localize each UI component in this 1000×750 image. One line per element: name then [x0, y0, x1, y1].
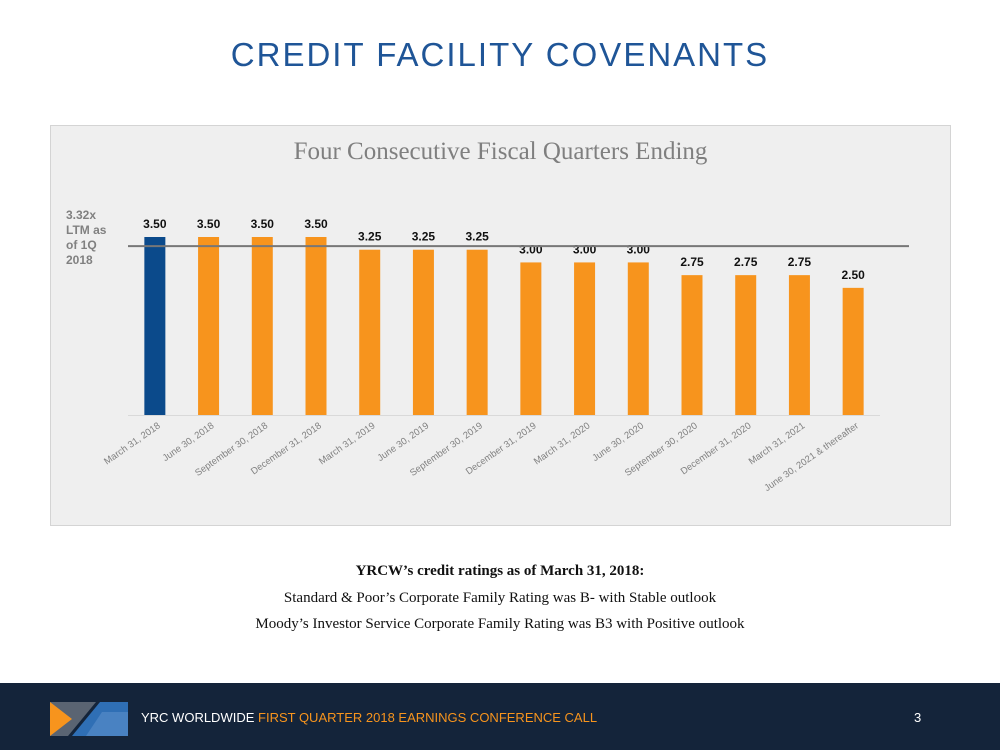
data-label: 3.25: [358, 230, 382, 244]
data-label: 3.25: [412, 230, 436, 244]
page-number: 3: [914, 710, 922, 725]
bar: [574, 262, 596, 415]
bar: [681, 275, 703, 415]
footer-company: YRC WORLDWIDE: [141, 710, 255, 725]
data-label: 3.00: [627, 242, 651, 256]
footer-caption: YRC WORLDWIDE FIRST QUARTER 2018 EARNING…: [141, 710, 597, 725]
bar: [842, 287, 864, 415]
category-label: March 31, 2019: [317, 420, 377, 467]
footer-event: FIRST QUARTER 2018 EARNINGS CONFERENCE C…: [258, 710, 598, 725]
data-label: 2.75: [788, 255, 812, 269]
category-label: June 30, 2018: [161, 420, 217, 464]
bar: [520, 262, 542, 415]
credit-ratings-notes: YRCW’s credit ratings as of March 31, 20…: [0, 563, 1000, 642]
bar: [788, 275, 810, 415]
bar-chart: Four Consecutive Fiscal Quarters Ending 3…: [66, 138, 909, 494]
reference-line-label-line: LTM as: [66, 223, 107, 237]
slide-title: CREDIT FACILITY COVENANTS: [230, 36, 770, 73]
data-label: 3.50: [197, 217, 221, 231]
data-label: 2.75: [734, 255, 758, 269]
category-label: March 31, 2020: [532, 420, 592, 467]
reference-line-label: 3.32x LTM as of 1Q 2018: [66, 208, 107, 267]
bar: [144, 237, 166, 415]
data-label: 3.25: [465, 230, 489, 244]
footer-bar: YRC WORLDWIDE FIRST QUARTER 2018 EARNING…: [0, 683, 1000, 750]
sp-rating-text: Standard & Poor’s Corporate Family Ratin…: [283, 590, 717, 606]
bar: [412, 249, 434, 415]
moodys-rating-text: Moody’s Investor Service Corporate Famil…: [255, 616, 745, 632]
bar: [198, 237, 220, 415]
bar: [359, 249, 381, 415]
data-label: 3.50: [251, 217, 275, 231]
bar: [466, 249, 488, 415]
ratings-heading: YRCW’s credit ratings as of March 31, 20…: [355, 563, 645, 579]
chart-panel: Four Consecutive Fiscal Quarters Ending 3…: [50, 125, 951, 526]
category-label: March 31, 2018: [102, 420, 162, 467]
bar: [627, 262, 649, 415]
data-label: 3.50: [143, 217, 167, 231]
category-label: June 30, 2021 & thereafter: [762, 420, 860, 494]
bar: [251, 237, 273, 415]
reference-line-label-line: 3.32x: [66, 208, 96, 222]
data-label: 2.50: [841, 268, 865, 282]
category-label: June 30, 2020: [590, 420, 646, 464]
data-label: 3.50: [304, 217, 328, 231]
bar: [305, 237, 327, 415]
data-label: 2.75: [680, 255, 704, 269]
chart-title: Four Consecutive Fiscal Quarters Ending: [294, 138, 708, 165]
data-label: 3.00: [573, 242, 597, 256]
bar: [735, 275, 757, 415]
category-label: June 30, 2019: [375, 420, 431, 464]
reference-line-label-line: of 1Q: [66, 238, 97, 252]
data-label: 3.00: [519, 242, 543, 256]
yrc-logo-icon: [50, 702, 128, 736]
reference-line-label-line: 2018: [66, 253, 93, 267]
